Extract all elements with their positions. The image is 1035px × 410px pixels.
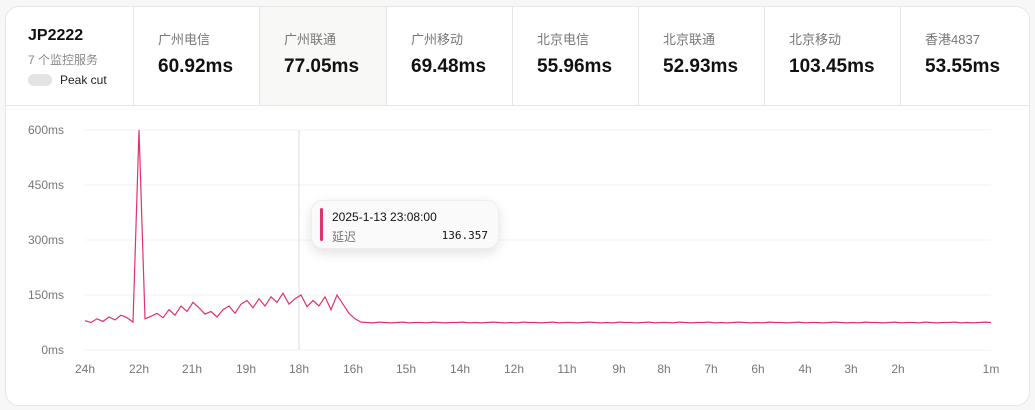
server-subtitle: 7 个监控服务 [28, 53, 99, 67]
service-label: 广州移动 [411, 32, 464, 47]
x-tick-label: 4h [798, 362, 811, 376]
service-value: 103.45ms [789, 56, 875, 77]
tab-service-6[interactable]: 香港4837 53.55ms [901, 7, 1023, 105]
x-tick-label: 16h [343, 362, 363, 376]
x-tick-label: 3h [844, 362, 857, 376]
x-tick-label: 1m [983, 362, 1000, 376]
tab-service-3[interactable]: 北京电信 55.96ms [513, 7, 639, 105]
x-tick-label: 12h [504, 362, 524, 376]
server-card: JP2222 7 个监控服务 Peak cut 广州电信 60.92ms 广州联通… [5, 6, 1030, 406]
server-info: JP2222 7 个监控服务 Peak cut [6, 7, 134, 105]
y-tick-label: 0ms [41, 343, 64, 357]
chart-tooltip: 2025-1-13 23:08:00 延迟 136.357 [311, 200, 499, 249]
tab-service-4[interactable]: 北京联通 52.93ms [639, 7, 765, 105]
service-value: 52.93ms [663, 56, 739, 77]
tooltip-value: 136.357 [441, 229, 488, 242]
x-tick-label: 24h [75, 362, 95, 376]
x-tick-label: 18h [289, 362, 309, 376]
latency-line [84, 129, 992, 324]
x-tick-label: 14h [450, 362, 470, 376]
x-tick-label: 8h [657, 362, 670, 376]
x-tick-label: 9h [612, 362, 625, 376]
x-tick-label: 11h [557, 362, 576, 376]
x-tick-label: 7h [704, 362, 717, 376]
tab-service-0[interactable]: 广州电信 60.92ms [134, 7, 260, 105]
x-tick-label: 6h [751, 362, 764, 376]
service-value: 60.92ms [158, 56, 234, 77]
y-tick-label: 450ms [28, 178, 64, 192]
peak-cut-label: Peak cut [60, 73, 107, 87]
peak-cut-toggle[interactable]: Peak cut [28, 73, 133, 87]
tab-service-5[interactable]: 北京移动 103.45ms [765, 7, 901, 105]
x-tick-label: 22h [129, 362, 149, 376]
toggle-switch[interactable] [28, 74, 52, 86]
server-name: JP2222 [28, 27, 84, 44]
service-value: 53.55ms [925, 56, 1001, 77]
series-color-marker [320, 208, 323, 241]
y-tick-label: 300ms [28, 233, 64, 247]
service-value: 69.48ms [411, 56, 487, 77]
service-label: 北京联通 [663, 32, 716, 47]
service-value: 77.05ms [284, 56, 360, 77]
x-tick-label: 2h [891, 362, 904, 376]
x-tick-label: 19h [236, 362, 256, 376]
service-tabs: JP2222 7 个监控服务 Peak cut 广州电信 60.92ms 广州联通… [6, 7, 1029, 106]
tab-service-1[interactable]: 广州联通 77.05ms [260, 7, 387, 105]
x-tick-label: 21h [182, 362, 202, 376]
tooltip-label: 延迟 [332, 230, 357, 244]
service-label: 香港4837 [925, 32, 980, 47]
service-label: 北京电信 [537, 32, 590, 47]
tooltip-time: 2025-1-13 23:08:00 [332, 210, 437, 224]
service-value: 55.96ms [537, 56, 613, 77]
y-tick-label: 150ms [28, 288, 64, 302]
service-label: 广州电信 [158, 32, 211, 47]
service-label: 广州联通 [284, 32, 337, 47]
tab-service-2[interactable]: 广州移动 69.48ms [387, 7, 513, 105]
y-tick-label: 600ms [28, 123, 64, 137]
x-tick-label: 15h [396, 362, 416, 376]
service-label: 北京移动 [789, 32, 842, 47]
